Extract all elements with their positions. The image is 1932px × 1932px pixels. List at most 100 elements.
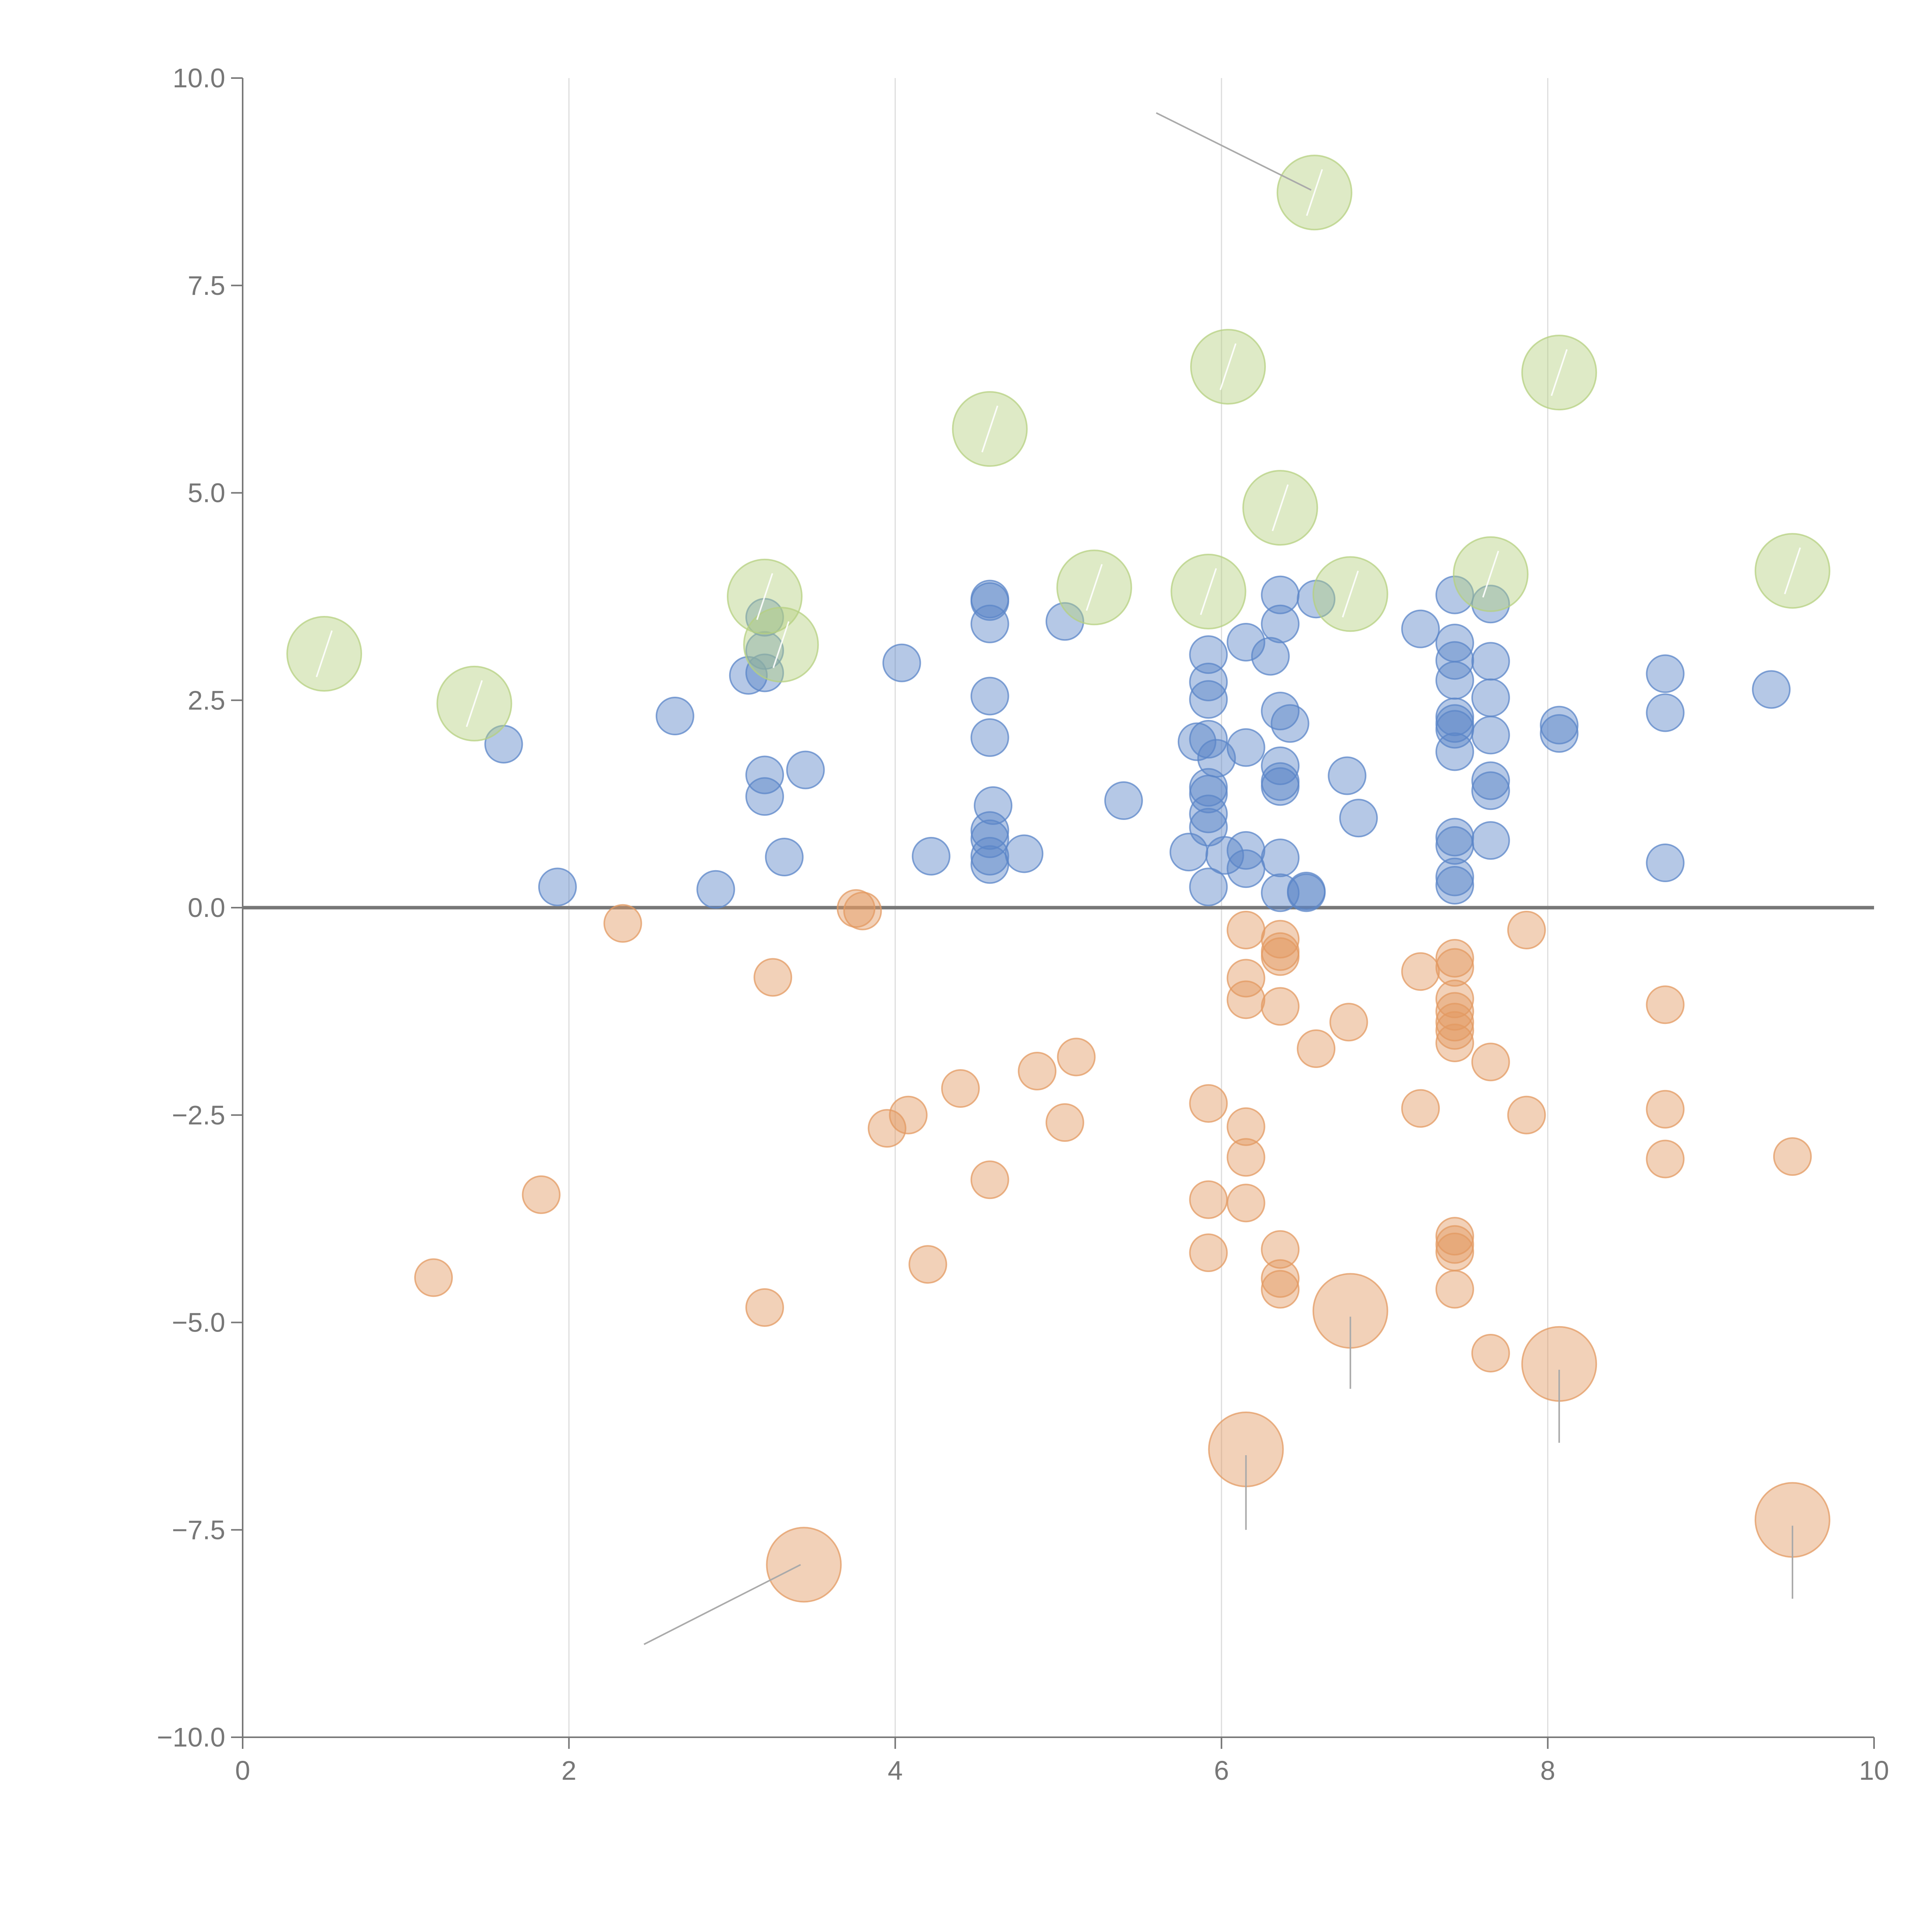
leader-line — [1156, 112, 1312, 191]
data-point-negative — [1435, 948, 1474, 987]
data-point-negative — [1435, 1217, 1474, 1256]
data-point-negative — [1226, 959, 1265, 998]
data-point-positive — [912, 837, 951, 876]
data-point-negative — [1435, 1011, 1474, 1050]
data-point-positive — [970, 845, 1009, 884]
data-point-negative — [1401, 952, 1440, 991]
y-tick-label: 7.5 — [188, 270, 225, 301]
data-point-negative — [1226, 1107, 1265, 1146]
bubble-inner-mark — [1784, 547, 1801, 594]
data-point-positive — [1646, 654, 1685, 693]
data-point-negative — [1189, 1084, 1228, 1123]
data-point-positive — [1435, 818, 1474, 857]
bubble-inner-marks — [316, 169, 1801, 727]
data-point-positive — [1540, 706, 1579, 745]
x-tick-label: 6 — [1214, 1755, 1229, 1786]
data-point-positive — [1471, 821, 1510, 860]
data-point-positive — [1261, 746, 1300, 785]
data-point-negative — [1261, 1230, 1300, 1269]
data-point-positive — [745, 755, 784, 794]
data-point-positive — [1226, 849, 1265, 888]
data-point-positive — [1328, 756, 1367, 795]
data-point-positive — [1189, 635, 1228, 674]
data-point-positive — [1177, 722, 1216, 761]
data-point-negative — [1226, 980, 1265, 1019]
bubble-inner-mark — [981, 405, 998, 452]
data-point-negative — [1646, 985, 1685, 1024]
data-point-positive — [1540, 714, 1579, 753]
data-point-positive — [1189, 867, 1228, 906]
data-point-positive — [1435, 641, 1474, 680]
data-point-positive — [970, 677, 1009, 716]
bubble-inner-mark — [1482, 551, 1499, 598]
data-point-negative — [1435, 980, 1474, 1019]
data-point-positive — [1270, 704, 1310, 743]
data-point-negative — [414, 1258, 453, 1297]
y-tick-label: −5.0 — [172, 1308, 225, 1338]
y-tick-label: −2.5 — [172, 1100, 225, 1130]
data-point-positive — [655, 697, 694, 736]
data-point-positive — [765, 838, 804, 877]
data-point-positive — [1197, 739, 1236, 778]
data-point-positive — [1261, 838, 1300, 878]
data-point-negative — [1401, 1089, 1440, 1128]
data-point-positive — [970, 837, 1009, 876]
x-tick-label: 2 — [561, 1755, 577, 1786]
data-point-positive — [1435, 732, 1474, 771]
data-point-negative-large — [766, 1527, 842, 1603]
data-point-positive — [786, 750, 825, 789]
data-point-positive — [1104, 781, 1143, 820]
data-point-positive — [1287, 873, 1326, 912]
data-point-positive — [882, 643, 921, 682]
bubble-inner-mark — [1342, 570, 1359, 618]
bubble-inner-mark — [316, 630, 333, 677]
data-point-positive — [970, 718, 1009, 757]
data-point-negative — [1646, 1090, 1685, 1129]
data-point-negative — [1435, 939, 1474, 978]
data-point-negative — [1189, 1180, 1228, 1219]
data-point-positive — [970, 582, 1009, 621]
data-point-negative — [1507, 910, 1546, 949]
data-point-positive — [1261, 604, 1300, 643]
data-point-negative — [1471, 1043, 1510, 1082]
data-point-negative — [908, 1245, 947, 1284]
bubble-inner-mark — [772, 621, 790, 668]
bubble-inner-mark — [1306, 169, 1323, 216]
data-point-positive — [538, 867, 577, 906]
data-point-negative — [970, 1160, 1009, 1199]
leader-lines — [643, 112, 1793, 1645]
data-point-positive — [1471, 716, 1510, 755]
data-point-positive — [974, 786, 1013, 825]
data-point-positive — [1435, 866, 1474, 905]
data-point-negative — [745, 1288, 784, 1327]
data-point-positive — [1435, 704, 1474, 743]
data-point-negative — [1646, 1139, 1685, 1179]
data-point-negative — [1261, 1259, 1300, 1298]
y-tick-label: −7.5 — [172, 1515, 225, 1545]
data-point-positive — [1752, 670, 1791, 709]
data-point-positive — [1471, 761, 1510, 800]
bubble-layer — [286, 155, 1830, 1603]
x-tick-label: 8 — [1540, 1755, 1555, 1786]
data-point-negative — [1471, 1333, 1510, 1372]
data-point-negative — [603, 904, 642, 943]
x-tick-label: 10 — [1859, 1755, 1889, 1786]
bubble-inner-mark — [756, 573, 773, 620]
data-point-positive — [745, 777, 784, 816]
data-point-negative — [1435, 1023, 1474, 1062]
y-tick-label: 10.0 — [173, 63, 225, 93]
data-point-negative — [941, 1069, 980, 1108]
data-point-positive — [1005, 834, 1044, 873]
data-point-positive — [1435, 857, 1474, 896]
bubble-inner-mark — [1200, 568, 1217, 615]
data-point-negative — [1435, 1233, 1474, 1272]
bubble-inner-mark — [466, 680, 483, 727]
data-point-negative — [1773, 1137, 1812, 1176]
data-point-positive — [1189, 663, 1228, 702]
data-point-negative — [1261, 937, 1300, 976]
data-point-negative — [1045, 1103, 1084, 1142]
bubble-inner-mark — [1551, 349, 1568, 396]
data-point-negative — [1226, 1184, 1265, 1223]
data-point-positive — [1189, 720, 1228, 759]
